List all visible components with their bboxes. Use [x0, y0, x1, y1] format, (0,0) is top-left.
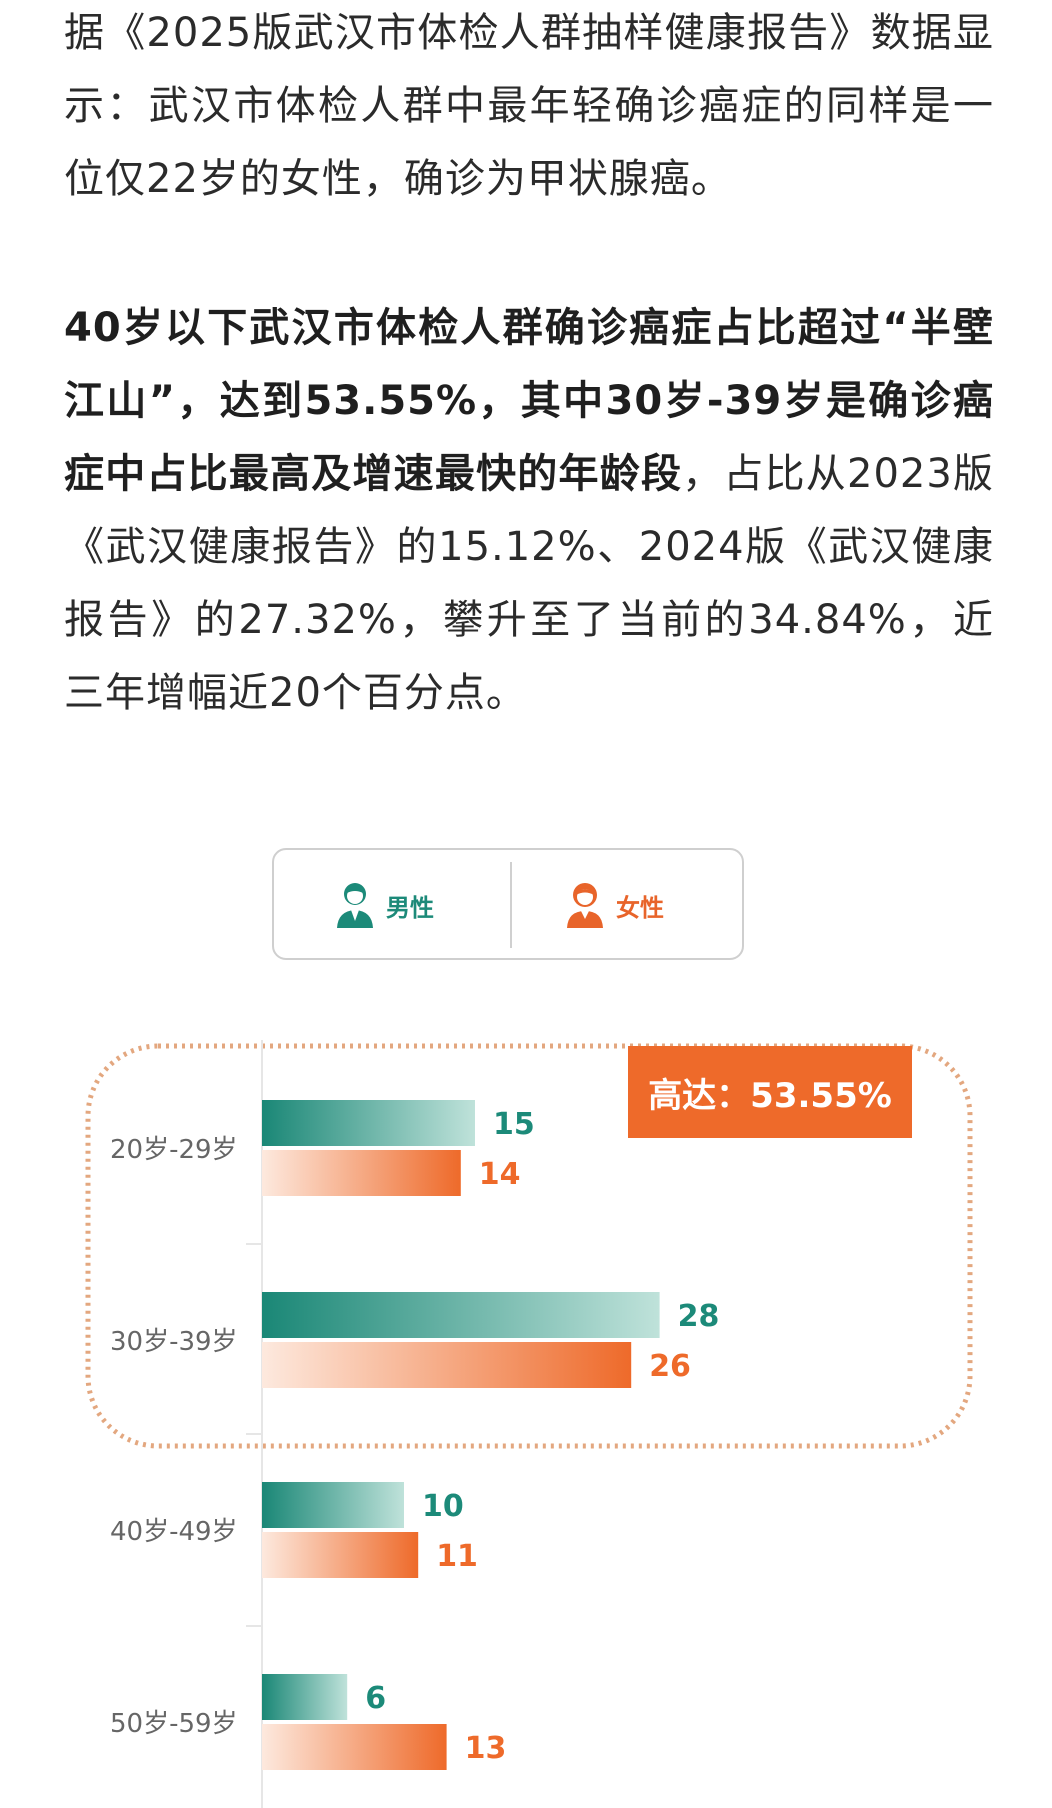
paragraph-stats-bold: 40岁以下武汉市体检人群确诊癌症占比超过“半壁江山”，达到53.55%，其中30… — [64, 305, 994, 497]
legend-male: 男性 — [334, 880, 434, 930]
bar-female — [262, 1532, 419, 1578]
male-person-icon — [337, 883, 373, 928]
data-label-female: 14 — [479, 1157, 521, 1192]
data-label-male: 28 — [678, 1299, 720, 1334]
bar-female — [262, 1724, 447, 1770]
data-label-female: 26 — [649, 1349, 691, 1384]
legend-male-label: 男性 — [386, 893, 434, 922]
bar-male — [262, 1100, 475, 1146]
chart-marks: 20岁-29岁 15 14 30岁-39岁 28 26 40岁-49岁 10 11 50岁-59岁… — [110, 1100, 719, 1770]
bar-male — [262, 1482, 404, 1528]
data-label-male: 15 — [493, 1107, 535, 1142]
category-label: 40岁-49岁 — [110, 1517, 238, 1547]
data-label-male: 10 — [422, 1489, 464, 1524]
bar-female — [262, 1342, 632, 1388]
category-label: 20岁-29岁 — [110, 1135, 238, 1165]
bar-male — [262, 1674, 348, 1720]
data-label-male: 6 — [365, 1681, 386, 1716]
highlight-frame — [85, 1043, 973, 1449]
paragraph-intro: 据《2025版武汉市体检人群抽样健康报告》数据显示：武汉市体检人群中最年轻确诊癌… — [64, 10, 994, 202]
data-label-female: 11 — [436, 1539, 478, 1574]
category-label: 50岁-59岁 — [110, 1709, 238, 1739]
highlight-tag: 高达：53.55% — [628, 1046, 912, 1138]
paragraph-stats-rest: ，占比从2023版《武汉健康报告》的15.12%、2024版《武汉健康报告》的2… — [64, 451, 995, 716]
legend-female: 女性 — [564, 880, 664, 930]
female-person-icon — [567, 883, 603, 928]
bar-chart: 20岁-29岁 15 14 30岁-39岁 28 26 40岁-49岁 10 11 50岁-59岁… — [85, 1040, 973, 1808]
category-label: 30岁-39岁 — [110, 1327, 238, 1357]
chart-legend: 男性 女性 — [272, 848, 744, 960]
legend-divider — [510, 862, 512, 948]
bar-male — [262, 1292, 660, 1338]
paragraph-stats: 40岁以下武汉市体检人群确诊癌症占比超过“半壁江山”，达到53.55%，其中30… — [64, 292, 994, 730]
data-label-female: 13 — [465, 1731, 507, 1766]
bar-female — [262, 1150, 461, 1196]
legend-female-label: 女性 — [616, 893, 664, 922]
